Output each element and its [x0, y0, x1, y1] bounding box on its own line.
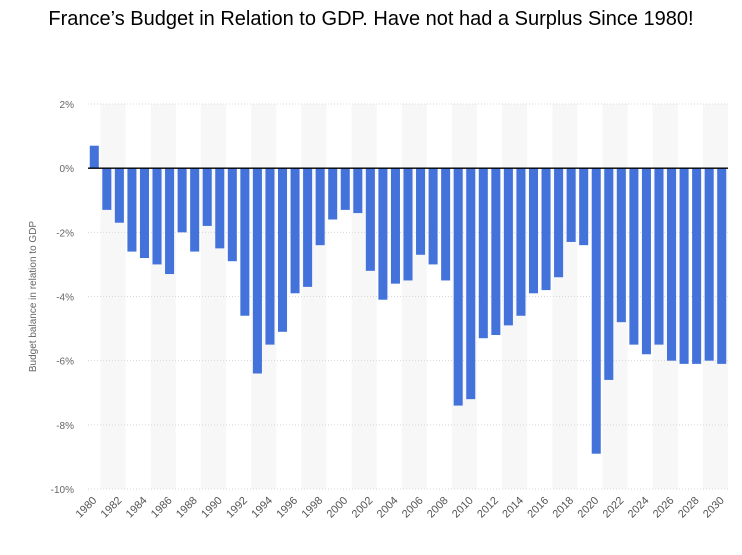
bar-2020	[591, 168, 601, 454]
bar-2024	[641, 168, 651, 355]
x-tick-label: 1990	[199, 495, 225, 521]
bar-2005	[403, 168, 413, 281]
bar-1984	[139, 168, 149, 258]
bar-1987	[177, 168, 187, 233]
bar-2001	[353, 168, 363, 214]
x-tick-label: 1994	[249, 495, 275, 521]
bar-2018	[566, 168, 576, 242]
bar-1988	[190, 168, 200, 252]
bar-2012	[491, 168, 501, 335]
x-tick-label: 2006	[400, 495, 426, 521]
background-band	[401, 104, 427, 489]
bar-2029	[704, 168, 714, 361]
x-tick-label: 1982	[99, 495, 125, 521]
x-tick-label: 2028	[676, 495, 702, 521]
bar-1981	[102, 168, 112, 210]
x-tick-label: 2018	[550, 495, 576, 521]
bar-1996	[290, 168, 300, 294]
x-tick-label: 2016	[525, 495, 551, 521]
bar-1992	[240, 168, 250, 316]
bar-2004	[390, 168, 400, 284]
bar-1994	[265, 168, 275, 345]
bar-2019	[579, 168, 589, 246]
y-tick-label: -4%	[56, 293, 74, 304]
x-tick-label: 1980	[74, 495, 100, 521]
bar-2022	[616, 168, 626, 323]
bar-1982	[114, 168, 124, 223]
y-tick-label: -10%	[51, 485, 74, 496]
bar-1983	[127, 168, 137, 252]
bar-2030	[717, 168, 727, 364]
x-tick-label: 2030	[701, 495, 727, 521]
y-tick-label: 2%	[60, 100, 75, 111]
y-axis-label: Budget balance in relation to GDP	[28, 221, 39, 373]
bar-2026	[667, 168, 677, 361]
bar-2021	[604, 168, 614, 380]
bar-1991	[227, 168, 237, 262]
x-tick-label: 1986	[149, 495, 175, 521]
bar-1989	[202, 168, 212, 226]
bar-1995	[277, 168, 288, 332]
x-tick-label: 2004	[375, 495, 401, 521]
bar-2013	[503, 168, 513, 326]
x-tick-label: 2022	[601, 495, 627, 521]
y-tick-label: 0%	[60, 164, 75, 175]
x-tick-label: 2014	[500, 495, 526, 521]
bar-1990	[215, 168, 225, 249]
bar-2000	[340, 168, 350, 210]
x-tick-label: 1996	[274, 495, 300, 521]
y-tick-label: -8%	[56, 421, 74, 432]
x-tick-label: 2026	[651, 495, 677, 521]
bar-2007	[428, 168, 438, 265]
bar-1985	[152, 168, 162, 265]
bar-1980	[89, 145, 99, 169]
bar-2011	[478, 168, 488, 339]
bar-2009	[453, 168, 463, 406]
bar-2027	[679, 168, 689, 364]
x-tick-label: 1992	[224, 495, 250, 521]
x-tick-label: 2020	[576, 495, 602, 521]
bar-1997	[303, 168, 313, 287]
x-tick-label: 2008	[425, 495, 451, 521]
bar-2014	[516, 168, 526, 316]
bar-1999	[328, 168, 338, 220]
bar-2016	[541, 168, 551, 291]
x-tick-label: 1988	[174, 495, 200, 521]
bar-2015	[528, 168, 539, 294]
x-tick-label: 2010	[450, 495, 476, 521]
y-tick-label: -2%	[56, 228, 74, 239]
x-tick-label: 2002	[350, 495, 376, 521]
bar-2002	[365, 168, 375, 271]
bar-2025	[654, 168, 664, 345]
bar-1993	[252, 168, 262, 374]
x-tick-label: 1984	[124, 495, 150, 521]
bar-2008	[441, 168, 451, 281]
chart-title: France’s Budget in Relation to GDP. Have…	[48, 8, 694, 30]
x-tick-label: 2000	[325, 495, 351, 521]
bar-2023	[629, 168, 639, 345]
bar-2017	[554, 168, 564, 278]
bar-2028	[692, 168, 702, 364]
bar-1986	[165, 168, 175, 275]
y-tick-label: -6%	[56, 357, 74, 368]
bar-1998	[315, 168, 325, 246]
x-tick-label: 1998	[299, 495, 325, 521]
x-tick-label: 2024	[626, 495, 652, 521]
background-band	[200, 104, 227, 489]
bar-2010	[466, 168, 476, 400]
bar-2003	[378, 168, 388, 300]
bar-2006	[416, 168, 426, 255]
x-tick-label: 2012	[475, 495, 501, 521]
